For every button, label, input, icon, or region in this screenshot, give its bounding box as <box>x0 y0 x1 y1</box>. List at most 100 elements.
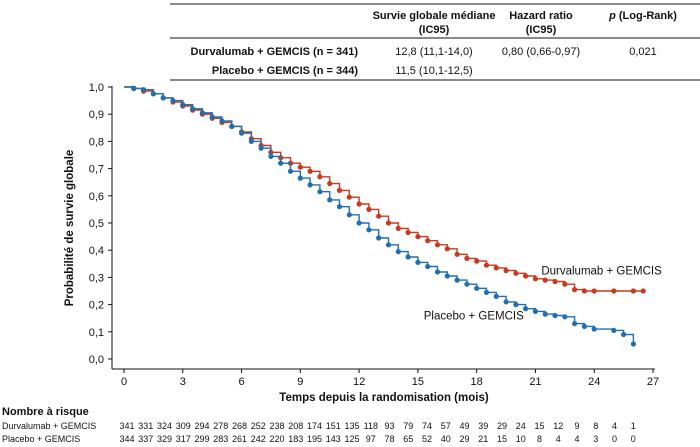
censor-mark <box>366 227 372 233</box>
censor-mark <box>297 175 303 181</box>
at-risk-value: 0 <box>612 434 617 444</box>
x-tick-label: 21 <box>529 376 541 388</box>
at-risk-value: 78 <box>384 434 394 444</box>
censor-mark <box>474 258 480 264</box>
y-tick-label: 0,3 <box>89 272 104 284</box>
y-tick-label: 0,7 <box>89 164 104 176</box>
censor-mark <box>513 270 519 276</box>
y-tick-label: 0,4 <box>89 245 104 257</box>
censor-mark <box>327 197 333 203</box>
at-risk-value: 135 <box>344 421 359 431</box>
censor-mark <box>434 242 441 248</box>
censor-mark <box>532 276 539 282</box>
col-header-p-rest: (Log-Rank) <box>616 10 677 22</box>
censor-mark <box>307 168 313 174</box>
censor-mark <box>503 268 509 274</box>
x-tick-label: 6 <box>238 376 244 388</box>
censor-mark <box>307 182 313 188</box>
censor-mark <box>483 289 490 295</box>
censor-mark <box>327 181 333 187</box>
censor-mark <box>464 281 470 287</box>
y-tick-label: 0,6 <box>89 191 104 203</box>
censor-mark <box>385 220 392 226</box>
at-risk-value: 0 <box>631 434 636 444</box>
censor-mark <box>209 114 215 120</box>
at-risk-title: Nombre à risque <box>2 406 89 418</box>
censor-mark <box>454 251 460 257</box>
censor-mark <box>170 98 176 104</box>
survival-curves <box>124 85 646 347</box>
at-risk-value: 12 <box>553 421 563 431</box>
curve-label-durvalumab: Durvalumab + GEMCIS <box>541 266 662 278</box>
censor-mark <box>395 249 401 255</box>
censor-mark <box>131 85 137 91</box>
censor-mark <box>542 277 548 283</box>
at-risk-value: 331 <box>138 421 153 431</box>
at-risk-value: 299 <box>194 434 209 444</box>
at-risk-value: 4 <box>612 421 617 431</box>
at-risk-value: 15 <box>534 421 544 431</box>
censor-mark <box>454 277 460 283</box>
censor-mark <box>356 220 362 226</box>
censor-mark <box>474 285 480 291</box>
summary-table: Survie globale médiane (IC95) Hazard rat… <box>170 3 700 81</box>
at-risk-value: 220 <box>269 434 284 444</box>
at-risk-value: 195 <box>307 434 322 444</box>
censor-mark <box>621 331 627 338</box>
at-risk-value: 261 <box>232 434 247 444</box>
y-tick-label: 0,2 <box>89 300 104 312</box>
censor-mark <box>513 302 519 308</box>
at-risk-value: 283 <box>213 434 228 444</box>
x-tick-label: 18 <box>471 376 483 388</box>
censor-mark <box>160 95 166 101</box>
col-header-median-line2: (IC95) <box>419 24 450 36</box>
x-tick-label: 9 <box>297 376 303 388</box>
at-risk-value: 238 <box>269 421 284 431</box>
at-risk-value: 1 <box>631 421 636 431</box>
x-tick-label: 12 <box>353 376 365 388</box>
at-risk-value: 151 <box>326 421 341 431</box>
censor-mark <box>229 123 235 129</box>
col-header-hr-line1: Hazard ratio <box>509 10 573 22</box>
censor-mark <box>239 130 245 136</box>
censor-mark <box>552 312 558 319</box>
censor-mark <box>336 204 343 210</box>
at-risk-value: 97 <box>366 434 376 444</box>
at-risk-value: 8 <box>593 421 598 431</box>
at-risk-value: 174 <box>307 421 322 431</box>
censor-mark <box>278 160 284 166</box>
censor-mark <box>562 314 568 320</box>
censor-mark <box>572 287 578 293</box>
censor-mark <box>630 288 637 294</box>
col-header-hr-line2: (IC95) <box>526 24 557 36</box>
row-p-durvalumab: 0,021 <box>629 46 657 58</box>
censor-mark <box>591 288 597 294</box>
y-tick-label: 0,9 <box>89 109 104 121</box>
censor-mark <box>581 288 588 294</box>
y-tick-label: 0,1 <box>89 327 104 339</box>
at-risk-value: 309 <box>176 421 191 431</box>
censor-mark <box>317 174 323 180</box>
censor-mark <box>444 273 450 279</box>
at-risk-value: 40 <box>441 434 451 444</box>
at-risk-label-durvalumab: Durvalumab + GEMCIS <box>2 421 96 431</box>
at-risk-value: 15 <box>497 434 507 444</box>
censor-mark <box>493 265 499 271</box>
row-median-durvalumab: 12,8 (11,1-14,0) <box>395 46 472 58</box>
censor-mark <box>405 254 411 260</box>
censor-mark <box>346 212 352 218</box>
censor-mark <box>219 118 225 124</box>
at-risk-value: 93 <box>384 421 394 431</box>
censor-mark <box>581 323 588 329</box>
at-risk-value: 294 <box>194 421 209 431</box>
at-risk-value: 49 <box>459 421 469 431</box>
censor-mark <box>376 235 382 241</box>
censor-mark <box>415 234 421 240</box>
at-risk-value: 252 <box>251 421 266 431</box>
at-risk-value: 8 <box>537 434 542 444</box>
row-label-durvalumab: Durvalumab + GEMCIS (n = 341) <box>191 46 359 58</box>
at-risk-value: 341 <box>119 421 134 431</box>
col-header-p: p (Log-Rank) <box>608 10 677 22</box>
censor-mark <box>552 278 558 285</box>
x-ticks: 0 3 6 9 12 15 18 21 24 27 <box>121 369 659 388</box>
